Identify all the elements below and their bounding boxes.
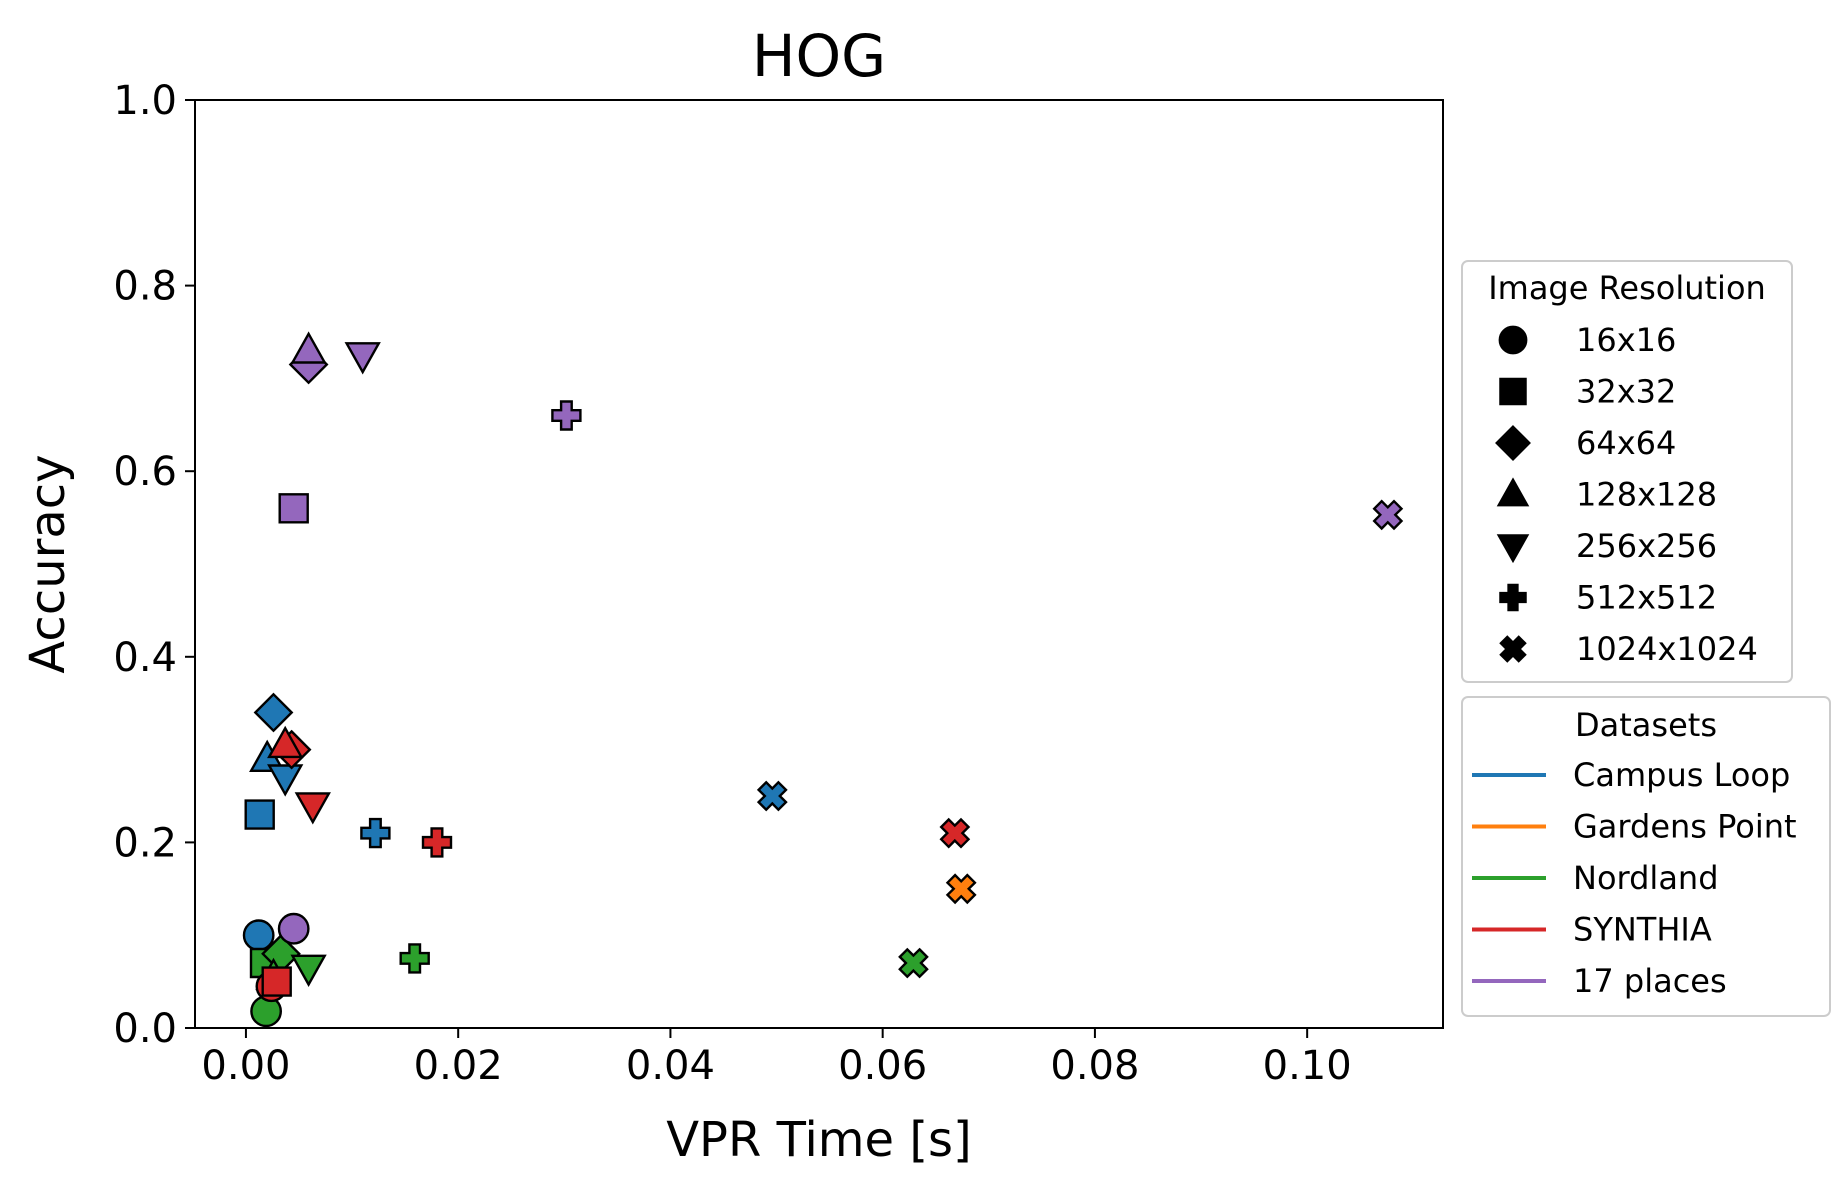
data-point-campus-loop-512x512 bbox=[360, 817, 391, 849]
data-point-campus-loop-16x16 bbox=[242, 919, 275, 952]
legend-datasets-box bbox=[1461, 696, 1831, 1017]
legend-resolution-box bbox=[1461, 260, 1793, 683]
x-tick-label: 0.10 bbox=[1263, 1043, 1352, 1089]
x-tick-label: 0.08 bbox=[1050, 1043, 1139, 1089]
legend-marker-16x16 bbox=[1498, 325, 1528, 355]
plot-frame bbox=[194, 99, 1444, 1029]
data-point-nordland-256x256 bbox=[290, 954, 327, 987]
data-point-synthia-1024x1024 bbox=[939, 817, 971, 849]
y-tick-label: 0.8 bbox=[113, 264, 177, 310]
data-point-17-places-256x256 bbox=[344, 342, 381, 375]
data-point-campus-loop-64x64 bbox=[253, 692, 294, 733]
legend-resolution-label: 32x32 bbox=[1576, 373, 1676, 411]
chart-title: HOG bbox=[752, 22, 886, 90]
legend-resolution-label: 1024x1024 bbox=[1576, 630, 1758, 668]
data-point-17-places-1024x1024 bbox=[1372, 499, 1404, 531]
y-tick-label: 0.6 bbox=[113, 449, 177, 495]
legend-resolution: Image Resolution 16x16 32x32 64x64 128x128 2… bbox=[1461, 260, 1793, 683]
data-point-17-places-512x512 bbox=[551, 400, 582, 431]
legend-marker-128x128 bbox=[1496, 477, 1530, 507]
legend-dataset-label: SYNTHIA bbox=[1573, 911, 1712, 949]
x-axis-label: VPR Time [s] bbox=[666, 1112, 972, 1168]
data-point-synthia-512x512 bbox=[421, 827, 453, 858]
legend-resolution-label: 256x256 bbox=[1576, 527, 1717, 565]
y-tick-label: 0.4 bbox=[113, 635, 177, 681]
x-tick-label: 0.06 bbox=[838, 1043, 927, 1089]
data-point-gardens-point-1024x1024 bbox=[945, 873, 977, 905]
y-tick-label: 0.0 bbox=[113, 1006, 177, 1052]
legend-resolution-title: Image Resolution bbox=[1488, 269, 1766, 307]
data-point-synthia-32x32 bbox=[261, 966, 292, 997]
data-point-17-places-32x32 bbox=[278, 493, 309, 524]
x-axis: 0.00 0.02 0.04 0.06 0.08 0.10 bbox=[201, 1028, 1352, 1089]
y-tick-label: 1.0 bbox=[113, 78, 177, 124]
data-point-17-places-128x128 bbox=[290, 331, 327, 364]
legend-resolution-label: 512x512 bbox=[1576, 579, 1717, 617]
legend-dataset-label: Campus Loop bbox=[1573, 756, 1790, 794]
legend-marker-256x256 bbox=[1496, 534, 1530, 564]
legend-resolution-label: 128x128 bbox=[1576, 476, 1717, 514]
data-point-campus-loop-256x256 bbox=[267, 764, 304, 797]
data-point-campus-loop-32x32 bbox=[244, 799, 275, 830]
data-point-nordland-1024x1024 bbox=[898, 947, 929, 979]
x-tick-label: 0.02 bbox=[414, 1043, 503, 1089]
legend-datasets-entries: Campus Loop Gardens Point Nordland SYNTHIA 1… bbox=[1472, 756, 1797, 1000]
legend-dataset-label: Gardens Point bbox=[1573, 808, 1797, 846]
legend-marker-1024x1024 bbox=[1499, 635, 1527, 663]
legend-dataset-label: 17 places bbox=[1573, 962, 1727, 1000]
markers-layer bbox=[242, 331, 1404, 1028]
data-point-synthia-128x128 bbox=[267, 725, 304, 759]
legend-resolution-label: 64x64 bbox=[1576, 424, 1676, 462]
legend-marker-32x32 bbox=[1499, 377, 1527, 406]
legend-datasets: Datasets Campus Loop Gardens Point Nordlan… bbox=[1461, 696, 1831, 1017]
legend-dataset-label: Nordland bbox=[1573, 859, 1719, 897]
data-point-campus-loop-1024x1024 bbox=[756, 780, 788, 812]
legend-resolution-entries: 16x16 32x32 64x64 128x128 256x256 512x512 1024… bbox=[1495, 321, 1758, 668]
legend-resolution-label: 16x16 bbox=[1576, 321, 1676, 359]
y-tick-label: 0.2 bbox=[113, 820, 177, 866]
y-axis-label: Accuracy bbox=[20, 454, 76, 673]
data-point-17-places-16x16 bbox=[277, 912, 310, 945]
y-axis: 0.0 0.2 0.4 0.6 0.8 1.0 bbox=[113, 78, 195, 1052]
legend-marker-64x64 bbox=[1495, 425, 1531, 461]
x-tick-label: 0.04 bbox=[626, 1043, 715, 1089]
x-tick-label: 0.00 bbox=[201, 1043, 290, 1089]
plot-area bbox=[194, 99, 1444, 1029]
data-point-nordland-512x512 bbox=[399, 943, 430, 974]
legend-datasets-title: Datasets bbox=[1575, 706, 1717, 744]
data-point-synthia-256x256 bbox=[294, 792, 331, 825]
legend-marker-512x512 bbox=[1499, 583, 1527, 612]
